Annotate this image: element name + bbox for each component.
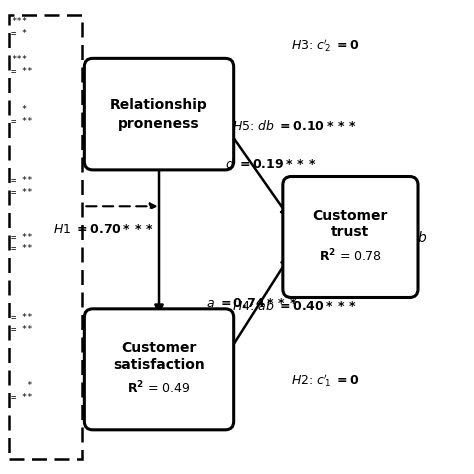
Text: Customer: Customer	[121, 341, 197, 355]
Text: $\mathbf{R^2}$ = 0.78: $\mathbf{R^2}$ = 0.78	[319, 247, 382, 264]
Text: $\it{H1}$ $\mathbf{= 0.70***}$: $\it{H1}$ $\mathbf{= 0.70***}$	[53, 223, 155, 237]
Text: $\it{H2}$: $\it{c'}_{\!\!1}$ $\mathbf{= 0}$: $\it{H2}$: $\it{c'}_{\!\!1}$ $\mathbf{= …	[292, 373, 360, 390]
Text: trust: trust	[331, 225, 370, 239]
Text: = **: = **	[11, 313, 33, 322]
Text: ***: ***	[11, 18, 27, 27]
Text: *: *	[11, 105, 27, 114]
Text: ***: ***	[11, 55, 27, 64]
Text: $\it{H3}$: $\it{c'}_{\!\!2}$ $\mathbf{= 0}$: $\it{H3}$: $\it{c'}_{\!\!2}$ $\mathbf{= …	[292, 37, 360, 54]
Text: = **: = **	[11, 325, 33, 334]
Text: proneness: proneness	[118, 117, 200, 130]
Text: *: *	[11, 382, 33, 391]
Text: = **: = **	[11, 176, 33, 185]
FancyBboxPatch shape	[84, 309, 234, 430]
FancyBboxPatch shape	[283, 176, 418, 298]
Text: satisfaction: satisfaction	[113, 357, 205, 372]
Text: $\it{b}$: $\it{b}$	[417, 229, 427, 245]
Text: = **: = **	[11, 244, 33, 253]
Text: $\it{H5}$: $\it{db}$ $\mathbf{= 0.10***}$: $\it{H5}$: $\it{db}$ $\mathbf{= 0.10***}…	[232, 119, 357, 133]
Text: Relationship: Relationship	[110, 98, 208, 112]
Text: = **: = **	[11, 188, 33, 197]
Text: = **: = **	[11, 233, 33, 241]
Text: $\mathbf{R^2}$ = 0.49: $\mathbf{R^2}$ = 0.49	[128, 380, 191, 397]
Text: $\it{d}$ $\mathbf{= 0.19***}$: $\it{d}$ $\mathbf{= 0.19***}$	[225, 157, 317, 171]
Text: = *: = *	[11, 29, 27, 38]
Text: = **: = **	[11, 393, 33, 402]
FancyBboxPatch shape	[84, 58, 234, 170]
Text: $\it{H4}$: $\it{ab}$ $\mathbf{= 0.40***}$: $\it{H4}$: $\it{ab}$ $\mathbf{= 0.40***}…	[232, 299, 357, 312]
Text: Customer: Customer	[313, 209, 388, 223]
Text: $\it{a}$ $\mathbf{= 0.74***}$: $\it{a}$ $\mathbf{= 0.74***}$	[206, 297, 298, 310]
Text: = **: = **	[11, 67, 33, 76]
Text: = **: = **	[11, 117, 33, 126]
